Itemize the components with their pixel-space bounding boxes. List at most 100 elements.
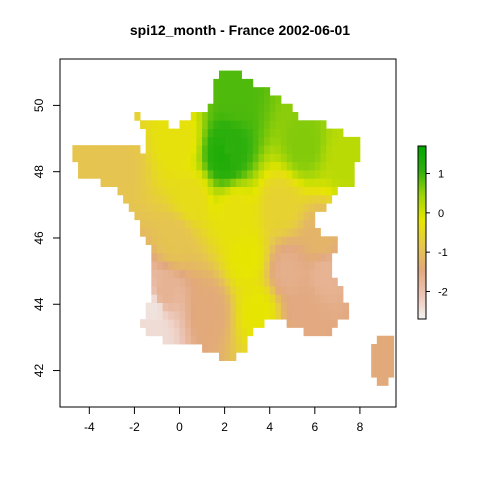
raster-cell	[314, 252, 321, 262]
raster-cell	[269, 194, 276, 204]
raster-cell	[218, 277, 226, 287]
raster-cell	[218, 95, 226, 105]
raster-cell	[241, 327, 248, 337]
raster-cell	[151, 211, 158, 221]
raster-cell	[314, 170, 321, 179]
raster-cell	[258, 302, 265, 312]
raster-cell	[196, 153, 203, 163]
raster-cell	[140, 186, 147, 196]
raster-cell	[128, 186, 135, 196]
raster-cell	[314, 136, 321, 146]
raster-cell	[230, 112, 237, 121]
raster-cell	[247, 145, 254, 154]
raster-cell	[303, 252, 310, 262]
raster-cell	[376, 344, 383, 353]
raster-cell	[117, 170, 124, 179]
raster-cell	[190, 244, 197, 254]
raster-cell	[269, 170, 276, 179]
raster-cell	[196, 244, 203, 254]
raster-cell	[179, 136, 186, 146]
raster-cell	[213, 120, 220, 129]
raster-cell	[202, 286, 209, 295]
raster-cell	[224, 286, 231, 295]
raster-cell	[264, 186, 271, 196]
raster-cell	[190, 252, 197, 262]
raster-cell	[179, 277, 186, 287]
raster-cell	[218, 70, 226, 80]
raster-cell	[230, 170, 237, 179]
raster-cell	[207, 211, 214, 221]
raster-cell	[320, 319, 327, 328]
raster-cell	[224, 277, 231, 287]
raster-cell	[252, 252, 259, 262]
raster-cell	[128, 203, 135, 212]
raster-cell	[309, 294, 316, 303]
raster-cell	[179, 145, 186, 154]
raster-cell	[173, 286, 180, 295]
raster-cell	[156, 302, 164, 312]
raster-cell	[83, 170, 90, 179]
raster-cell	[123, 161, 130, 171]
raster-cell	[185, 236, 192, 245]
raster-cell	[320, 161, 327, 171]
raster-cell	[269, 236, 276, 245]
raster-cell	[269, 294, 276, 303]
raster-cell	[156, 286, 164, 295]
raster-cell	[292, 252, 299, 262]
raster-cell	[309, 186, 316, 196]
raster-cell	[320, 178, 327, 187]
raster-cell	[326, 244, 333, 254]
raster-cell	[264, 261, 271, 270]
raster-cell	[190, 269, 197, 279]
raster-cell	[230, 136, 237, 146]
raster-cell	[241, 319, 248, 328]
raster-cell	[382, 335, 389, 345]
raster-cell	[162, 244, 169, 254]
raster-cell	[207, 153, 214, 163]
raster-cell	[326, 136, 333, 146]
raster-cell	[280, 244, 288, 254]
raster-cell	[168, 327, 175, 337]
raster-cell	[224, 128, 231, 138]
raster-cell	[280, 277, 288, 287]
raster-cell	[162, 211, 169, 221]
raster-cell	[168, 128, 175, 138]
raster-cell	[162, 277, 169, 287]
raster-cell	[185, 244, 192, 254]
raster-cell	[151, 145, 158, 154]
raster-cell	[168, 178, 175, 187]
raster-cell	[320, 236, 327, 245]
raster-cell	[252, 95, 259, 105]
raster-cell	[280, 136, 288, 146]
raster-cell	[337, 310, 344, 320]
raster-cell	[275, 203, 282, 212]
raster-cell	[286, 145, 293, 154]
raster-cell	[303, 161, 310, 171]
raster-cell	[207, 244, 214, 254]
raster-cell	[173, 277, 180, 287]
raster-cell	[162, 310, 169, 320]
raster-cell	[309, 170, 316, 179]
raster-cell	[185, 178, 192, 187]
raster-cell	[292, 128, 299, 138]
raster-cell	[286, 252, 293, 262]
raster-cell	[247, 194, 254, 204]
raster-cell	[348, 170, 355, 179]
raster-cell	[292, 261, 299, 270]
raster-cell	[168, 203, 175, 212]
raster-cell	[337, 286, 344, 295]
raster-cell	[235, 153, 242, 163]
raster-cell	[162, 170, 169, 179]
raster-cell	[224, 294, 231, 303]
raster-cell	[264, 219, 271, 229]
raster-cell	[235, 87, 242, 96]
raster-cell	[382, 377, 389, 386]
raster-cell	[168, 136, 175, 146]
raster-cell	[213, 219, 220, 229]
raster-cell	[258, 261, 265, 270]
raster-cell	[303, 319, 310, 328]
raster-cell	[213, 261, 220, 270]
raster-cell	[235, 344, 242, 353]
raster-cell	[179, 294, 186, 303]
raster-cell	[309, 261, 316, 270]
